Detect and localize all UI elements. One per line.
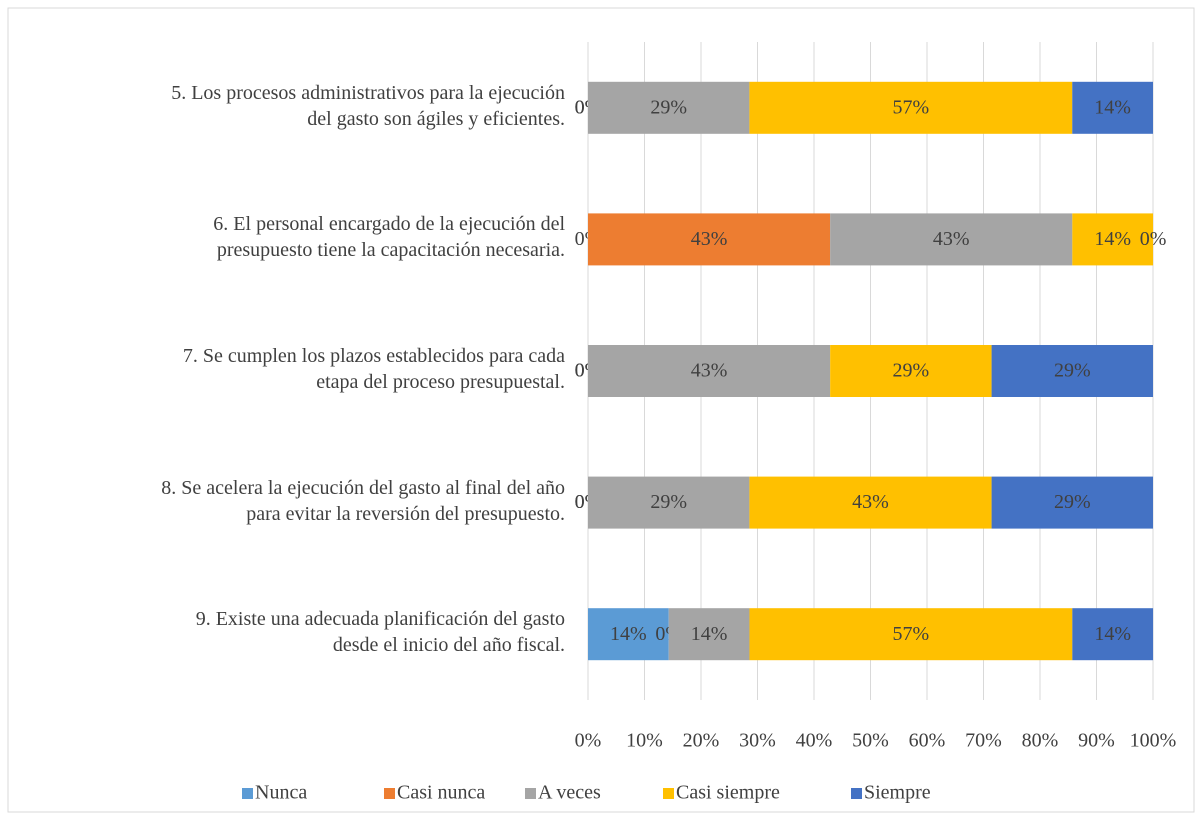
data-label: 29% (1054, 491, 1091, 513)
x-tick-label: 10% (626, 730, 663, 752)
data-label: 43% (933, 228, 970, 250)
data-label: 43% (852, 491, 889, 513)
x-tick-label: 100% (1130, 730, 1177, 752)
x-tick-label: 80% (1022, 730, 1059, 752)
bar-segment (1072, 608, 1154, 661)
bar-segment (991, 345, 1153, 397)
x-tick-label: 60% (909, 730, 946, 752)
x-tick-label: 0% (575, 730, 602, 752)
x-tick-label: 70% (965, 730, 1002, 752)
data-label: 14% (1094, 623, 1131, 645)
bar-segment (749, 608, 1073, 661)
data-label: 57% (893, 96, 930, 118)
legend-swatch (851, 788, 862, 799)
bar-segment (668, 608, 750, 661)
bar-segment (588, 345, 831, 397)
bar-segment (588, 608, 669, 661)
x-tick-label: 90% (1078, 730, 1115, 752)
data-label: 14% (1094, 228, 1131, 250)
category-label: 8. Se acelera la ejecución del gasto al … (161, 476, 565, 525)
x-tick-label: 20% (683, 730, 720, 752)
category-label: 7. Se cumplen los plazos establecidos pa… (182, 345, 565, 393)
legend-swatch (663, 788, 674, 799)
category-label: 9. Existe una adecuada planificación del… (195, 608, 565, 657)
category-label: 6. El personal encargado de la ejecución… (213, 213, 565, 262)
legend-swatch (242, 788, 253, 799)
bar-segment (1072, 213, 1154, 266)
data-label: 14% (691, 623, 728, 645)
data-label: 29% (1054, 360, 1091, 382)
chart-border (7, 7, 1195, 813)
bar-segment (588, 213, 831, 266)
bar-segment (749, 476, 992, 529)
data-label: 43% (691, 360, 728, 382)
legend-label: Siempre (864, 782, 931, 804)
bar-segment (588, 81, 750, 134)
data-label: 29% (650, 491, 687, 513)
bar-segment (1072, 81, 1153, 134)
legend-label: A veces (538, 782, 601, 804)
data-label: 14% (1094, 96, 1131, 118)
bar-segment (991, 476, 1153, 529)
x-tick-label: 40% (796, 730, 833, 752)
category-label: 5. Los procesos administrativos para la … (171, 81, 565, 130)
bar-segment (588, 476, 750, 529)
bar-segment (830, 213, 1073, 266)
legend-label: Nunca (255, 782, 307, 804)
x-tick-label: 50% (852, 730, 889, 752)
data-label: 29% (650, 96, 687, 118)
data-label: 29% (893, 360, 930, 382)
bar-segment (830, 345, 992, 397)
data-label: 43% (691, 228, 728, 250)
legend-label: Casi siempre (676, 782, 780, 804)
bar-segment (749, 81, 1073, 134)
legend-swatch (384, 788, 395, 799)
x-tick-label: 30% (739, 730, 776, 752)
data-label: 14% (610, 623, 647, 645)
legend-label: Casi nunca (397, 782, 485, 804)
data-label: 0% (1140, 228, 1167, 250)
legend-swatch (525, 788, 536, 799)
data-label: 57% (893, 623, 930, 645)
